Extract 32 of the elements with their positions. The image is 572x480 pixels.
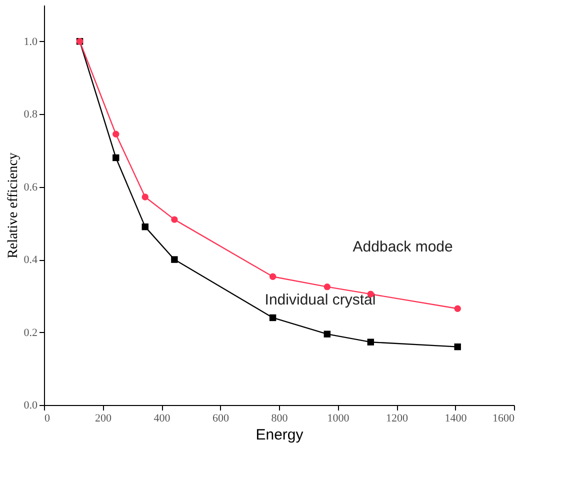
series-label: Individual crystal bbox=[264, 292, 376, 309]
point bbox=[142, 223, 148, 230]
y-tick-label: 0.0 bbox=[24, 400, 38, 412]
point bbox=[142, 194, 148, 200]
point bbox=[112, 130, 120, 138]
point bbox=[454, 343, 461, 350]
x-tick-label: 400 bbox=[154, 412, 171, 424]
x-tick-label: 0 bbox=[44, 412, 50, 424]
text: Addback mode bbox=[352, 238, 453, 256]
y-tick-label: 0.6 bbox=[24, 181, 38, 194]
y-axis-title: Relative efficiency bbox=[6, 152, 21, 258]
point bbox=[454, 305, 461, 312]
point bbox=[269, 273, 276, 280]
point bbox=[171, 256, 178, 263]
point bbox=[324, 330, 331, 338]
point bbox=[324, 283, 331, 290]
x-tick-label: 600 bbox=[212, 412, 230, 424]
point bbox=[171, 216, 178, 223]
y-tick-label: 1.0 bbox=[24, 36, 38, 48]
x-tick-label: 800 bbox=[271, 412, 288, 424]
point bbox=[269, 314, 276, 322]
x-tick-label: 200 bbox=[95, 412, 112, 424]
point bbox=[112, 154, 120, 162]
x-tick-label: 1200 bbox=[386, 412, 408, 424]
y-tick-label: 0.8 bbox=[24, 108, 38, 121]
x-tick-label: 1600 bbox=[492, 412, 515, 424]
point bbox=[367, 338, 374, 346]
x-tick-label: 1400 bbox=[444, 412, 468, 424]
x-tick-label: 1000 bbox=[327, 412, 350, 424]
y-tick-label: 0.4 bbox=[24, 254, 38, 266]
y-tick-label: 0.2 bbox=[24, 326, 38, 339]
x-axis-title: Energy bbox=[256, 426, 304, 444]
